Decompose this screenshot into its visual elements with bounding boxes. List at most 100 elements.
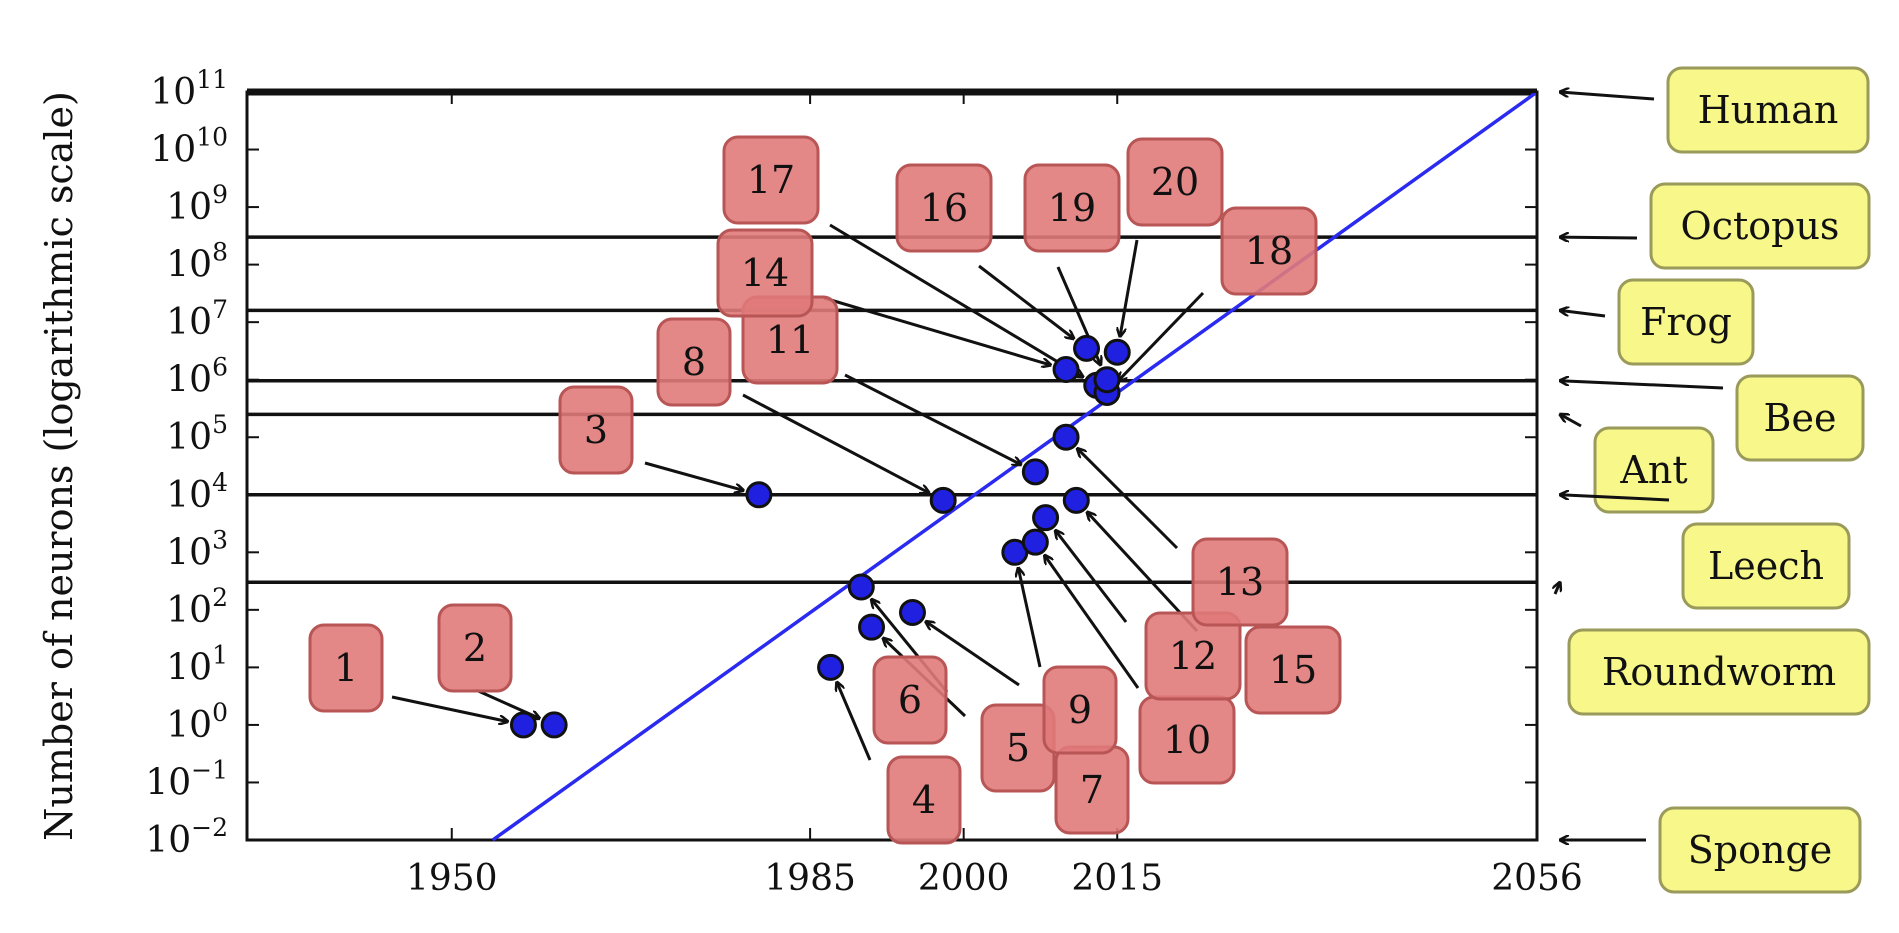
data-point-19 (1093, 366, 1121, 394)
point-label-20: 20 (1151, 160, 1199, 204)
arrow-17 (829, 223, 1083, 377)
data-point-7 (898, 598, 926, 626)
arrow-7 (926, 621, 1020, 687)
y-tick-label: 107 (166, 295, 228, 343)
point-label-9: 9 (1068, 688, 1092, 732)
point-label-6: 6 (898, 678, 922, 722)
organism-box-human (1666, 66, 1870, 154)
arrow-12 (1055, 530, 1128, 623)
axis-ticks: 1011101010910810710610510410310210110010… (145, 65, 1582, 899)
reference-lines (247, 235, 1537, 584)
y-tick-label: 104 (166, 468, 228, 516)
organism-arrow-roundworm (1555, 582, 1560, 595)
organism-box-octopus (1649, 182, 1871, 270)
point-label-box-9 (1042, 665, 1118, 755)
point-label-2: 2 (463, 626, 487, 670)
organism-label-human: Human (1698, 88, 1839, 132)
point-label-19: 19 (1048, 186, 1096, 230)
organism-label-frog: Frog (1640, 300, 1732, 344)
y-tick-label: 109 (166, 180, 228, 228)
data-point-2 (540, 711, 568, 739)
organism-box-leech (1681, 522, 1851, 610)
arrows (391, 223, 1205, 761)
organism-label-octopus: Octopus (1681, 204, 1840, 248)
arrow-4 (837, 682, 872, 761)
arrow-1 (391, 695, 508, 722)
organism-arrow-ant (1560, 414, 1582, 428)
organism-label-roundworm: Roundworm (1602, 650, 1836, 694)
arrow-15 (1087, 512, 1199, 633)
point-label-14: 14 (741, 251, 789, 295)
point-label-box-20 (1126, 137, 1224, 227)
point-label-16: 16 (920, 186, 968, 230)
point-label-box-3 (558, 385, 634, 475)
x-tick-label: 2015 (1071, 858, 1163, 899)
y-tick-label: 102 (166, 583, 228, 631)
point-label-box-17 (722, 135, 820, 225)
organism-labels: Human Octopus Frog Bee Ant Leech Roundworm Spon… (1555, 66, 1871, 894)
x-tick-label: 2000 (918, 858, 1010, 899)
data-point-13 (1052, 423, 1080, 451)
point-label-box-13 (1191, 537, 1289, 627)
data-point-14 (1052, 356, 1080, 384)
x-tick-label: 2056 (1491, 858, 1583, 899)
organism-box-bee (1735, 374, 1865, 462)
organism-box-frog (1617, 278, 1755, 366)
point-label-13: 13 (1216, 560, 1264, 604)
point-label-7: 7 (1080, 768, 1104, 812)
y-axis-label: Number of neurons (logarithmic scale) (37, 91, 81, 841)
data-point-8 (929, 486, 957, 514)
y-tick-label: 101 (166, 640, 228, 688)
point-label-box-1 (308, 623, 384, 713)
point-label-box-14 (716, 228, 814, 318)
y-tick-label: 1011 (150, 65, 228, 113)
arrow-13 (1077, 449, 1179, 550)
x-tick-label: 1985 (764, 858, 856, 899)
point-label-box-18 (1220, 206, 1318, 296)
organism-label-bee: Bee (1764, 396, 1837, 440)
point-label-box-4 (886, 755, 962, 845)
organism-arrow-frog (1560, 310, 1606, 318)
x-tick-label: 1950 (406, 858, 498, 899)
data-point-20 (1103, 338, 1131, 366)
point-label-17: 17 (747, 158, 795, 202)
point-label-8: 8 (682, 340, 706, 384)
data-point-12 (1032, 504, 1060, 532)
data-point-6 (858, 613, 886, 641)
arrow-14 (823, 296, 1051, 365)
arrow-11 (844, 373, 1021, 465)
organism-arrow-leech (1560, 495, 1670, 502)
point-label-5: 5 (1006, 726, 1030, 770)
organism-arrow-human (1560, 92, 1655, 101)
organism-box-roundworm (1567, 628, 1871, 716)
arrow-18 (1118, 291, 1205, 381)
point-label-18: 18 (1245, 229, 1293, 273)
organism-box-ant (1593, 426, 1715, 514)
data-point-15 (1062, 486, 1090, 514)
point-label-12: 12 (1169, 634, 1217, 678)
point-label-4: 4 (912, 778, 936, 822)
organism-label-leech: Leech (1708, 544, 1824, 588)
arrow-20 (1120, 239, 1139, 336)
y-tick-label: 10−2 (145, 813, 228, 861)
data-point-10 (1021, 528, 1049, 556)
data-points (509, 334, 1131, 739)
point-label-3: 3 (584, 408, 608, 452)
data-point-11 (1021, 458, 1049, 486)
arrow-16 (978, 264, 1074, 339)
point-label-box-2 (437, 603, 513, 693)
y-tick-label: 10−1 (145, 755, 228, 803)
point-label-15: 15 (1269, 648, 1317, 692)
y-tick-label: 103 (166, 525, 228, 573)
y-tick-label: 100 (166, 698, 228, 746)
point-label-box-8 (656, 317, 732, 407)
data-point-1 (509, 711, 537, 739)
y-tick-label: 108 (166, 238, 228, 286)
organism-label-ant: Ant (1619, 448, 1687, 492)
point-label-box-6 (872, 655, 948, 745)
point-label-11: 11 (766, 318, 814, 362)
point-label-1: 1 (334, 646, 358, 690)
arrow-3 (644, 461, 743, 490)
organism-arrow-bee (1560, 381, 1724, 390)
